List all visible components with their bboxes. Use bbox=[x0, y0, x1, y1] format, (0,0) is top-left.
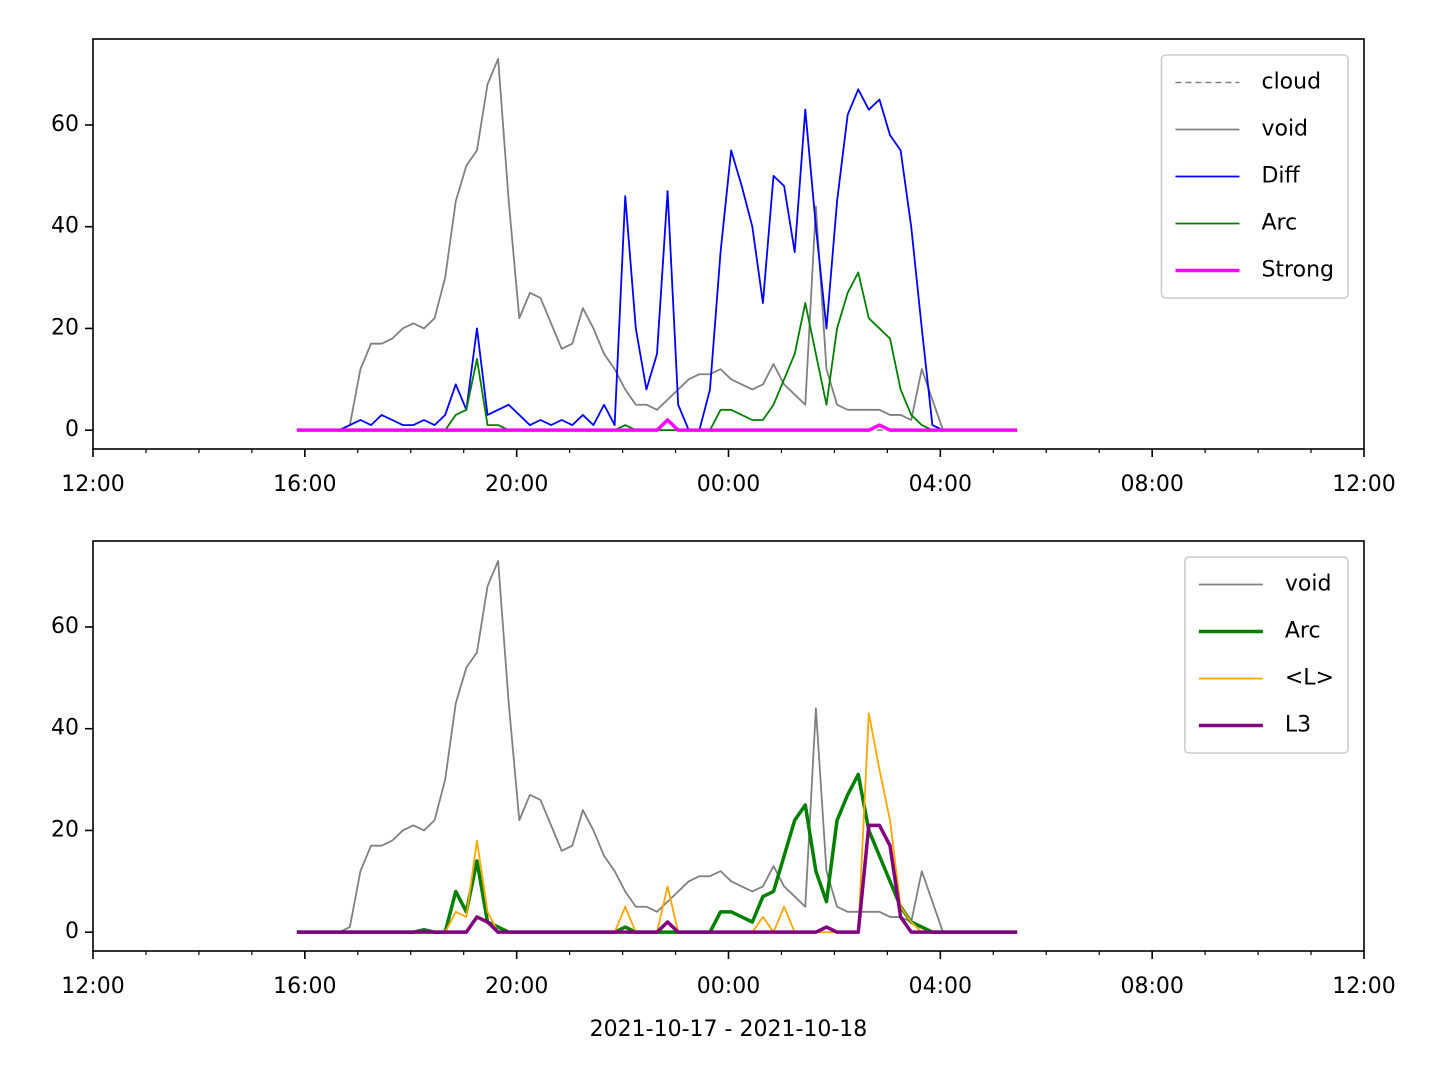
x-tick-label: 12:00 bbox=[1332, 974, 1395, 999]
x-tick-label: 04:00 bbox=[909, 472, 972, 497]
x-tick-label: 12:00 bbox=[1332, 472, 1395, 497]
series-line bbox=[296, 772, 1018, 934]
legend-frame bbox=[1160, 54, 1349, 299]
legend-label: cloud bbox=[1261, 70, 1321, 95]
legend-label: <L> bbox=[1285, 666, 1334, 691]
x-tick-label: 08:00 bbox=[1120, 974, 1183, 999]
legend-label: void bbox=[1261, 117, 1308, 142]
legend-label: Diff bbox=[1261, 164, 1300, 189]
x-tick-label: 12:00 bbox=[61, 974, 124, 999]
x-axis-label: 2021-10-17 - 2021-10-18 bbox=[590, 1017, 868, 1042]
x-tick-label: 08:00 bbox=[1120, 472, 1183, 497]
x-tick-label: 04:00 bbox=[909, 974, 972, 999]
axes: 0 20 40 60 12:00 16:00 20:00 00:00 04:00 08:00 12:… bbox=[51, 38, 1396, 497]
y-tick-label: 60 bbox=[51, 614, 79, 639]
series-line bbox=[296, 559, 1018, 934]
x-tick-label: 00:00 bbox=[697, 472, 760, 497]
y-tick-label: 20 bbox=[51, 315, 79, 340]
legend-label: L3 bbox=[1285, 713, 1311, 738]
legend-label: Arc bbox=[1261, 211, 1297, 236]
legend-label: Strong bbox=[1261, 258, 1334, 283]
series-line bbox=[296, 418, 1018, 432]
legend: cloud void Diff Arc Strong bbox=[1160, 54, 1349, 299]
series-line bbox=[296, 88, 1018, 432]
x-tick-label: 20:00 bbox=[485, 472, 548, 497]
series-line bbox=[296, 823, 1018, 934]
y-tick-label: 20 bbox=[51, 817, 79, 842]
legend-label: void bbox=[1285, 572, 1332, 597]
y-tick-label: 60 bbox=[51, 112, 79, 137]
axes-frame bbox=[92, 540, 1365, 952]
series-line bbox=[296, 712, 1018, 934]
axes: 0 20 40 60 12:00 16:00 20:00 00:00 04:00 08:00 12:… bbox=[51, 540, 1396, 1042]
y-tick-label: 40 bbox=[51, 716, 79, 741]
legend: void Arc <L> L3 bbox=[1184, 556, 1349, 754]
series-line bbox=[296, 57, 1018, 432]
y-tick-label: 0 bbox=[65, 417, 79, 442]
y-tick-label: 0 bbox=[65, 919, 79, 944]
x-tick-label: 12:00 bbox=[61, 472, 124, 497]
legend-frame bbox=[1184, 556, 1349, 754]
y-tick-label: 40 bbox=[51, 214, 79, 239]
x-tick-label: 16:00 bbox=[273, 472, 336, 497]
x-tick-label: 20:00 bbox=[485, 974, 548, 999]
x-tick-label: 16:00 bbox=[273, 974, 336, 999]
legend-label: Arc bbox=[1285, 619, 1321, 644]
x-tick-label: 00:00 bbox=[697, 974, 760, 999]
